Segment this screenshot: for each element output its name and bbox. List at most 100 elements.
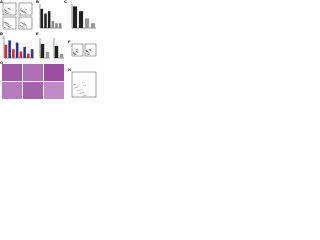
dot — [24, 25, 26, 27]
dot — [9, 9, 11, 11]
panel-label: B — [36, 0, 39, 4]
dot — [22, 9, 24, 11]
dot — [21, 23, 23, 24]
dot — [20, 26, 21, 28]
bar — [30, 49, 34, 58]
bar — [90, 23, 96, 28]
dot — [26, 8, 27, 10]
dot — [22, 27, 24, 29]
dot — [7, 26, 9, 27]
dot — [6, 24, 7, 26]
dot — [21, 26, 22, 28]
dot — [5, 22, 7, 23]
dot — [4, 22, 5, 24]
dot — [79, 89, 80, 91]
flow-plot — [84, 43, 97, 57]
dot — [3, 10, 5, 12]
dot — [7, 24, 9, 26]
dot — [8, 9, 10, 11]
histology-image — [2, 82, 22, 99]
dot — [22, 27, 23, 29]
dot — [90, 51, 92, 53]
dot — [23, 24, 25, 26]
dot — [85, 50, 87, 51]
dot — [21, 21, 22, 23]
dot — [9, 7, 10, 9]
bar — [55, 23, 58, 28]
bar — [23, 47, 26, 58]
dot — [23, 11, 24, 12]
dot — [23, 22, 25, 24]
dot — [7, 23, 8, 24]
dot — [79, 93, 81, 94]
dot — [74, 84, 75, 85]
dot — [5, 23, 7, 25]
dot — [25, 12, 27, 13]
bar — [47, 11, 51, 28]
dot — [9, 9, 11, 10]
dot — [8, 12, 9, 14]
bar — [15, 42, 19, 58]
dot — [26, 26, 27, 28]
panel-label: G — [0, 60, 3, 65]
bar — [84, 18, 90, 28]
bar — [8, 40, 11, 58]
dot — [86, 52, 88, 54]
dot — [72, 51, 74, 53]
histology-image — [2, 64, 22, 81]
dot — [7, 12, 9, 14]
dot — [20, 25, 22, 26]
dot — [83, 92, 85, 93]
figure: A B C D E F G H — [0, 0, 97, 99]
dot — [83, 85, 85, 86]
dot — [22, 11, 24, 12]
dot — [5, 26, 6, 28]
dot — [85, 51, 87, 53]
dot — [8, 25, 10, 27]
bar — [27, 53, 30, 58]
dot — [22, 24, 24, 26]
dot — [7, 23, 9, 24]
dot — [78, 86, 80, 88]
bar — [19, 51, 23, 58]
dot — [24, 12, 26, 13]
bar — [58, 23, 62, 28]
dot — [84, 84, 86, 86]
dot — [20, 10, 22, 11]
panel-label: A — [0, 0, 3, 4]
dot — [20, 8, 22, 10]
flow-plot — [18, 16, 33, 30]
bar — [40, 44, 45, 58]
dot — [4, 10, 6, 12]
dot — [9, 27, 11, 28]
dot — [24, 7, 26, 9]
dot — [23, 10, 25, 12]
dot — [4, 11, 6, 13]
dot — [9, 25, 11, 27]
panel-label: E — [36, 31, 39, 36]
dot — [8, 12, 10, 14]
dot — [20, 13, 22, 14]
dot — [25, 23, 27, 25]
dot — [22, 23, 24, 24]
dot — [72, 84, 74, 86]
dot — [21, 8, 23, 10]
dot — [5, 11, 7, 13]
dot — [4, 26, 6, 28]
dot — [21, 10, 22, 11]
bar — [59, 54, 64, 58]
dot — [3, 9, 5, 10]
bar — [45, 52, 50, 58]
dot — [73, 54, 75, 56]
dot — [3, 13, 5, 15]
dot — [9, 27, 10, 28]
panel-label: F — [68, 39, 71, 44]
dot — [6, 13, 7, 14]
flow-plot — [71, 71, 97, 98]
dot — [75, 83, 77, 85]
histology-image — [44, 82, 64, 99]
dot — [5, 23, 6, 25]
dot — [3, 26, 5, 28]
bar — [78, 11, 84, 28]
dot — [82, 92, 84, 94]
